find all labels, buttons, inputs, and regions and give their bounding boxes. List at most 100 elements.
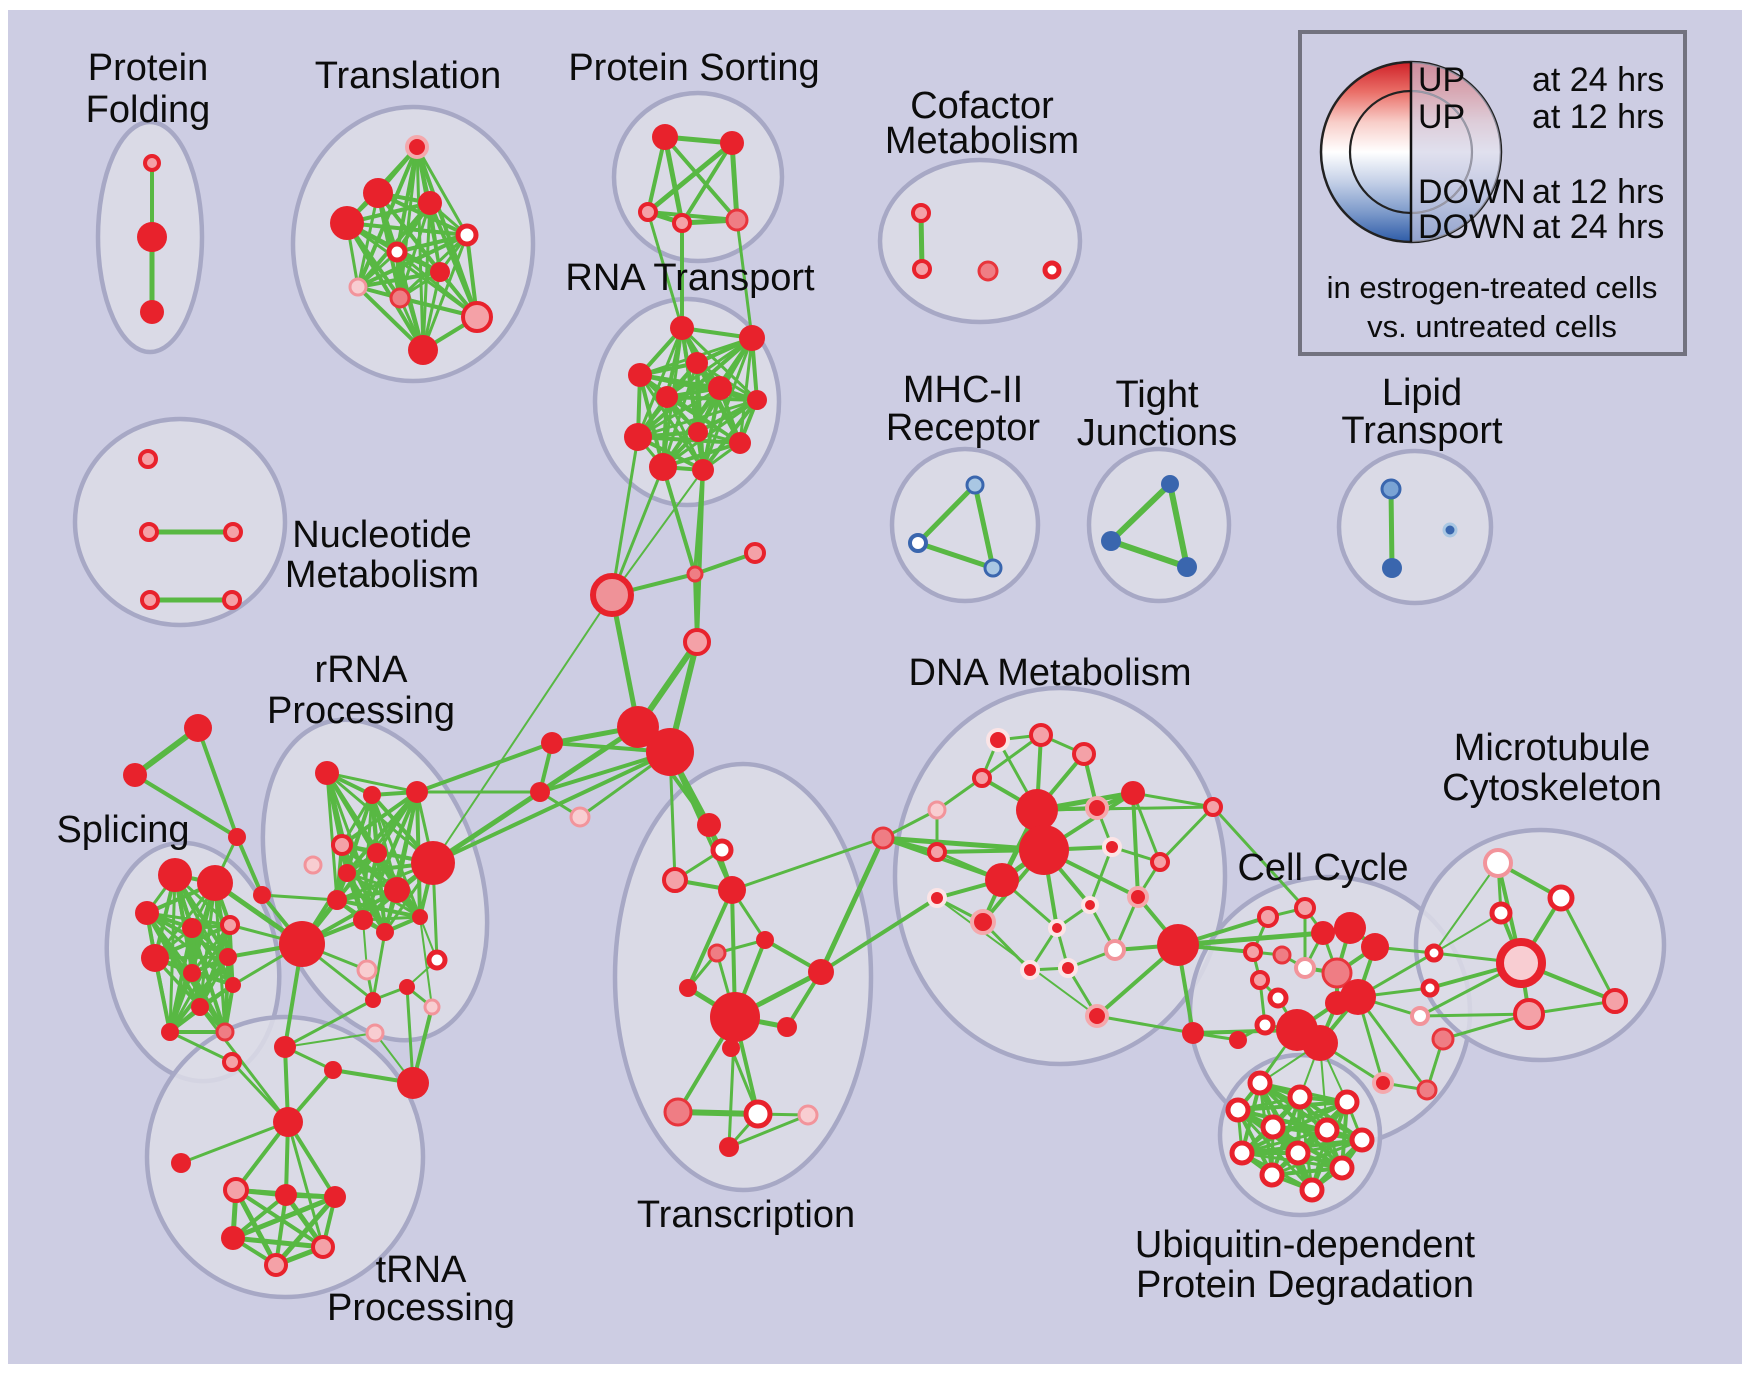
node-rr15[interactable] <box>356 959 378 981</box>
node-x3[interactable] <box>228 828 246 846</box>
node-tl11[interactable] <box>408 335 438 365</box>
node-rr4[interactable] <box>331 834 353 856</box>
node-tr14[interactable] <box>797 1104 819 1126</box>
node-d11[interactable] <box>1102 837 1122 857</box>
node-rt12[interactable] <box>692 459 714 481</box>
node-pf2[interactable] <box>137 222 167 252</box>
node-tph2[interactable] <box>275 1184 297 1206</box>
node-sp12[interactable] <box>215 1022 235 1042</box>
node-rr5[interactable] <box>303 855 323 875</box>
node-sp8[interactable] <box>219 948 237 966</box>
node-cc9[interactable] <box>1321 957 1353 989</box>
node-cc3[interactable] <box>1311 921 1335 945</box>
node-m6[interactable] <box>1602 988 1628 1014</box>
node-tl4[interactable] <box>330 206 364 240</box>
node-rt1[interactable] <box>670 316 694 340</box>
node-u1[interactable] <box>1247 1070 1273 1096</box>
node-cc7[interactable] <box>1272 945 1292 965</box>
node-cc10[interactable] <box>1250 970 1270 990</box>
node-u12[interactable] <box>1299 1177 1325 1203</box>
node-pf1[interactable] <box>143 154 161 172</box>
node-sp5[interactable] <box>220 915 240 935</box>
node-tph3[interactable] <box>324 1186 346 1208</box>
node-cf4[interactable] <box>1042 260 1062 280</box>
node-d21[interactable] <box>1058 958 1078 978</box>
node-cc8[interactable] <box>1294 957 1316 979</box>
node-tph6[interactable] <box>264 1253 288 1277</box>
node-cc13[interactable] <box>1325 991 1349 1015</box>
node-j2[interactable] <box>686 565 704 583</box>
node-tr12[interactable] <box>663 1097 693 1127</box>
node-sp6[interactable] <box>141 944 169 972</box>
node-tl8[interactable] <box>348 277 368 297</box>
node-tl7[interactable] <box>430 262 450 282</box>
node-rr13[interactable] <box>412 909 428 925</box>
node-d23[interactable] <box>1203 797 1223 817</box>
node-tpe[interactable] <box>397 1067 429 1099</box>
node-cc12[interactable] <box>1340 979 1376 1015</box>
node-tpc[interactable] <box>324 1061 342 1079</box>
node-d18[interactable] <box>1048 919 1066 937</box>
node-d22[interactable] <box>1157 924 1199 966</box>
node-d14[interactable] <box>927 888 947 908</box>
node-ps2[interactable] <box>720 131 744 155</box>
node-rr14[interactable] <box>426 949 448 971</box>
node-cf3[interactable] <box>977 260 999 282</box>
node-tpd[interactable] <box>365 1023 385 1043</box>
node-d8a[interactable] <box>1016 789 1058 831</box>
node-li3[interactable] <box>1442 522 1458 538</box>
node-m1[interactable] <box>1483 848 1513 878</box>
node-li1[interactable] <box>1380 478 1402 500</box>
node-cc11[interactable] <box>1267 987 1289 1009</box>
node-tr3[interactable] <box>662 867 688 893</box>
node-tph0[interactable] <box>273 1107 303 1137</box>
node-d3[interactable] <box>1072 742 1096 766</box>
node-d8b[interactable] <box>1019 825 1069 875</box>
node-rr9[interactable] <box>384 877 410 903</box>
node-cc2[interactable] <box>1294 897 1316 919</box>
node-d12[interactable] <box>1150 852 1170 872</box>
node-tr7[interactable] <box>808 959 834 985</box>
node-d6[interactable] <box>1121 781 1145 805</box>
node-tj3[interactable] <box>1177 557 1197 577</box>
node-tl1[interactable] <box>405 135 429 159</box>
node-rr11[interactable] <box>353 910 373 930</box>
node-nm2[interactable] <box>139 522 159 542</box>
node-ps4[interactable] <box>672 213 692 233</box>
node-rt11[interactable] <box>649 453 677 481</box>
node-d15[interactable] <box>1127 886 1149 908</box>
node-sp11[interactable] <box>161 1023 179 1041</box>
node-tl10[interactable] <box>461 301 493 333</box>
node-rr3[interactable] <box>406 781 428 803</box>
node-mid1[interactable] <box>541 732 563 754</box>
node-rt3[interactable] <box>686 352 708 374</box>
node-rr12[interactable] <box>376 923 394 941</box>
node-cc20[interactable] <box>1420 978 1440 998</box>
node-rr6[interactable] <box>367 843 387 863</box>
node-ps5[interactable] <box>725 208 749 232</box>
node-tr4[interactable] <box>718 876 746 904</box>
node-rr1[interactable] <box>315 761 339 785</box>
node-tj2[interactable] <box>1101 531 1121 551</box>
node-ps1[interactable] <box>652 124 678 150</box>
node-cc18[interactable] <box>1416 1079 1438 1101</box>
node-tr15[interactable] <box>719 1137 739 1157</box>
node-d4[interactable] <box>972 768 992 788</box>
node-u9[interactable] <box>1285 1140 1311 1166</box>
node-x2[interactable] <box>123 763 147 787</box>
node-x1[interactable] <box>184 714 212 742</box>
node-d1[interactable] <box>986 728 1010 752</box>
node-rr17[interactable] <box>365 992 381 1008</box>
node-tl5[interactable] <box>455 223 479 247</box>
node-d9[interactable] <box>871 826 895 850</box>
node-tph1[interactable] <box>223 1177 249 1203</box>
node-mh3[interactable] <box>983 558 1003 578</box>
node-tl3[interactable] <box>418 191 442 215</box>
node-cc1[interactable] <box>1257 906 1279 928</box>
node-u5[interactable] <box>1260 1114 1286 1140</box>
node-d2[interactable] <box>1029 723 1053 747</box>
node-rt4[interactable] <box>628 363 652 387</box>
node-d10[interactable] <box>927 842 947 862</box>
node-sp9[interactable] <box>225 977 241 993</box>
node-tpa[interactable] <box>222 1052 242 1072</box>
